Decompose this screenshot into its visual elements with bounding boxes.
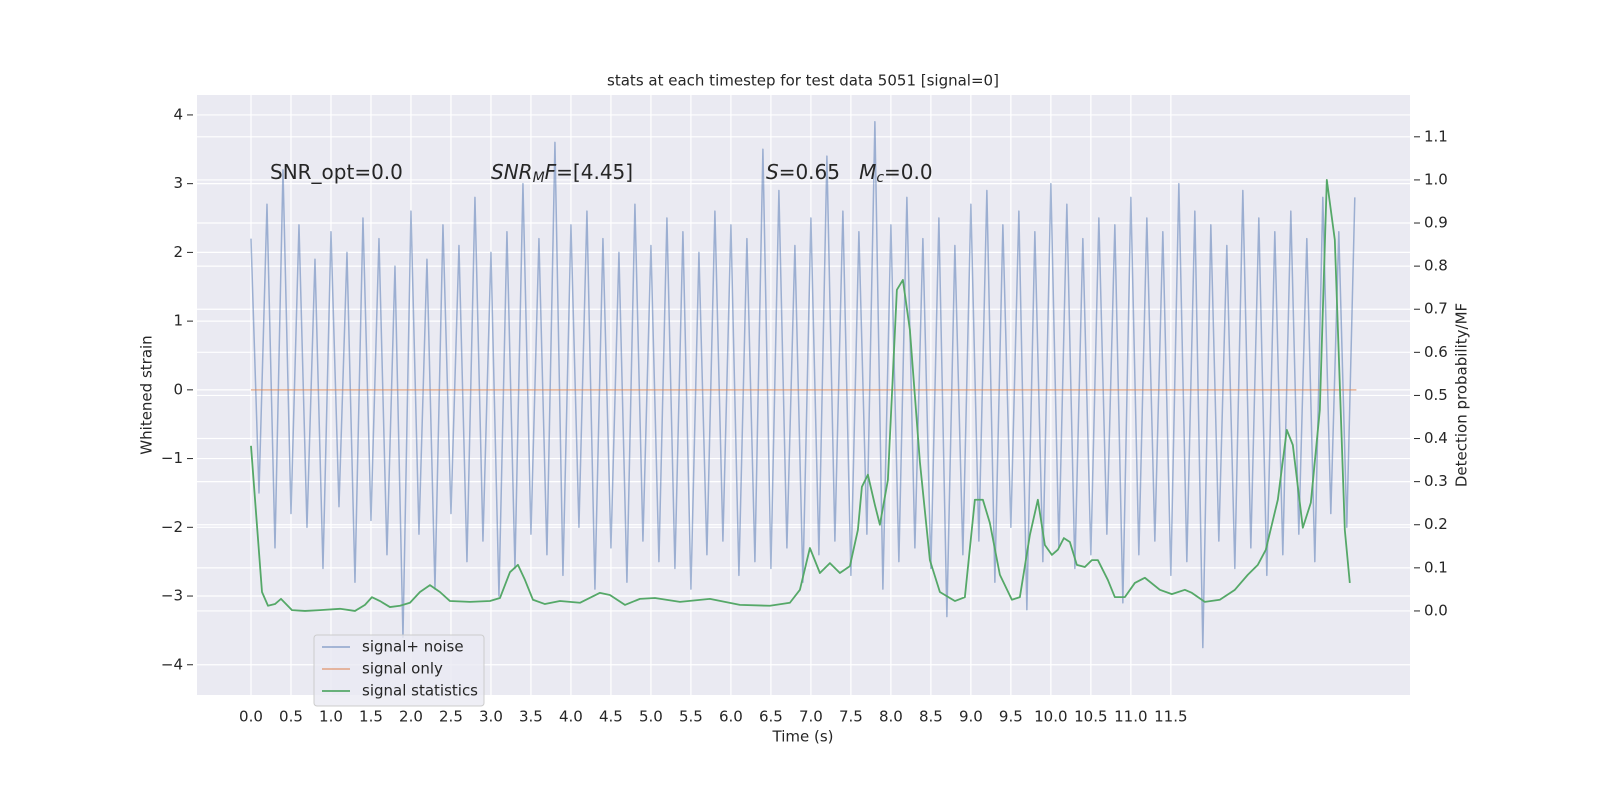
ticks: 0.0 0.5 1.0 1.5 2.0 2.5 3.0 3.5 4.0 4.5 5.0 5.5 6.0 6… xyxy=(161,105,1448,725)
annotation-part: F xyxy=(545,160,557,184)
annotation-part: SNR_opt=0.0 xyxy=(270,160,403,184)
y-tick-label: −1 xyxy=(161,449,183,467)
x-tick-label: 0.5 xyxy=(279,708,303,726)
grid xyxy=(197,95,1410,695)
y2-tick-label: 0.3 xyxy=(1424,472,1448,490)
x-tick-label: 1.5 xyxy=(359,708,383,726)
annotation-part: S xyxy=(766,160,779,184)
y2-tick-label: 0.0 xyxy=(1424,601,1448,619)
x-tick-label: 0.0 xyxy=(239,708,263,726)
y2-tick-label: 0.6 xyxy=(1424,343,1448,361)
x-tick-label: 10.5 xyxy=(1074,708,1107,726)
x-tick-label: 5.5 xyxy=(679,708,703,726)
annotation-part: SNR xyxy=(491,160,533,184)
lines xyxy=(250,121,1357,649)
y-tick-label: −4 xyxy=(161,655,183,673)
y2-tick-label: 0.4 xyxy=(1424,429,1448,447)
y2-tick-label: 0.5 xyxy=(1424,386,1448,404)
x-tick-label: 8.5 xyxy=(919,708,943,726)
annotation-part: c xyxy=(876,170,884,186)
x-tick-label: 5.0 xyxy=(639,708,663,726)
x-tick-label: 9.0 xyxy=(959,708,983,726)
y-tick-label: −3 xyxy=(161,587,183,605)
x-tick-label: 3.0 xyxy=(479,708,503,726)
x-tick-label: 4.0 xyxy=(559,708,583,726)
y-tick-label: −2 xyxy=(161,518,183,536)
x-tick-label: 4.5 xyxy=(599,708,623,726)
legend-label: signal only xyxy=(362,660,443,678)
legend-frame xyxy=(313,634,485,707)
annotations: SNR_opt=0.0 SNRMF=[4.45] S=0.65 Mc=0.0 xyxy=(270,160,933,187)
x-tick-label: 7.0 xyxy=(799,708,823,726)
series-line xyxy=(250,179,1351,612)
y2-tick-label: 0.1 xyxy=(1424,558,1448,576)
annotation-part: M xyxy=(533,170,545,186)
x-axis-label: Time (s) xyxy=(772,728,834,746)
annotation: SNR_opt=0.0 xyxy=(270,160,403,184)
legend-label: signal statistics xyxy=(362,682,478,700)
y2-tick-label: 1.0 xyxy=(1424,170,1448,188)
annotation-part: =0.65 xyxy=(779,160,859,184)
x-tick-label: 3.5 xyxy=(519,708,543,726)
annotation-part: =0.0 xyxy=(884,160,933,184)
chart-title: stats at each timestep for test data 505… xyxy=(607,72,999,90)
annotation-part: =[4.45] xyxy=(556,160,633,184)
legend-label: signal+ noise xyxy=(362,638,464,656)
y2-tick-label: 1.1 xyxy=(1424,127,1448,145)
x-tick-label: 2.0 xyxy=(399,708,423,726)
annotation: S=0.65 Mc=0.0 xyxy=(766,160,933,187)
y2-tick-label: 0.7 xyxy=(1424,300,1448,318)
x-tick-label: 6.5 xyxy=(759,708,783,726)
y-tick-label: 1 xyxy=(173,312,183,330)
x-tick-label: 11.5 xyxy=(1154,708,1187,726)
x-tick-label: 7.5 xyxy=(839,708,863,726)
y-tick-label: 3 xyxy=(173,174,183,192)
y2-axis-label: Detection probability/MF xyxy=(1453,303,1471,487)
y-tick-label: 2 xyxy=(173,243,183,261)
x-tick-label: 8.0 xyxy=(879,708,903,726)
y2-tick-label: 0.9 xyxy=(1424,214,1448,232)
y-tick-label: 4 xyxy=(173,105,183,123)
annotation: SNRMF=[4.45] xyxy=(491,160,633,187)
x-tick-label: 1.0 xyxy=(319,708,343,726)
y2-tick-label: 0.2 xyxy=(1424,515,1448,533)
x-tick-label: 2.5 xyxy=(439,708,463,726)
x-tick-label: 10.0 xyxy=(1034,708,1067,726)
annotation-part: M xyxy=(859,160,876,184)
x-tick-label: 11.0 xyxy=(1114,708,1147,726)
legend: signal+ noise signal only signal statistic… xyxy=(313,634,485,707)
x-tick-label: 6.0 xyxy=(719,708,743,726)
y-tick-label: 0 xyxy=(173,380,183,398)
x-tick-label: 9.5 xyxy=(999,708,1023,726)
y2-tick-label: 0.8 xyxy=(1424,257,1448,275)
y-axis-label: Whitened strain xyxy=(138,335,156,454)
